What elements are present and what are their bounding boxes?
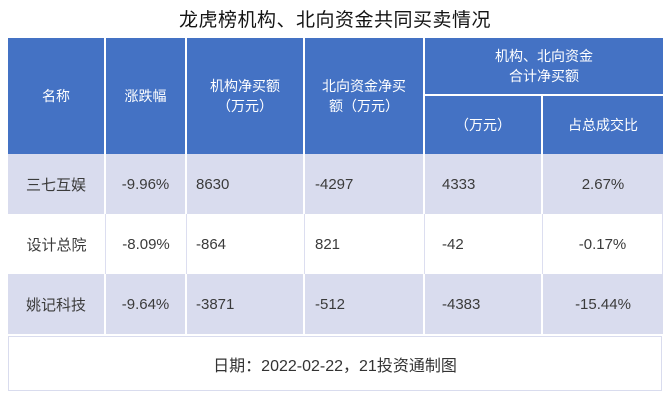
table-row: 姚记科技 -9.64% -3871 -512 -4383 -15.44% [8,274,663,334]
cell-change-pct: -9.96% [106,154,187,214]
col-header-combined-ratio: 占总成交比 [543,96,663,154]
cell-stock-name: 三七互娱 [8,154,106,214]
cell-north-net: -512 [305,274,425,334]
cell-inst-net: 8630 [187,154,305,214]
cell-change-pct: -8.09% [106,214,187,274]
table-body: 三七互娱 -9.96% 8630 -4297 4333 2.67% 设计总院 -… [8,154,663,334]
table-footer: 日期：2022-02-22，21投资通制图 [8,336,662,391]
date-caption: 日期：2022-02-22，21投资通制图 [213,357,457,375]
cell-change-pct: -9.64% [106,274,187,334]
cell-turnover-ratio: 2.67% [543,154,663,214]
cell-inst-net: -864 [187,214,305,274]
stock-table: 名称 涨跌幅 机构净买额 （万元） 北向资金净买 额（万元） 机构、北向资金 合… [8,38,663,334]
col-header-combined-group: 机构、北向资金 合计净买额 [425,38,663,96]
col-header-combined-amount: （万元） [425,96,543,154]
col-header-inst-net: 机构净买额 （万元） [187,38,305,154]
cell-stock-name: 设计总院 [8,214,106,274]
cell-inst-net: -3871 [187,274,305,334]
col-header-north-net: 北向资金净买 额（万元） [305,38,425,154]
cell-north-net: 821 [305,214,425,274]
cell-turnover-ratio: -15.44% [543,274,663,334]
cell-combined-net: -42 [425,214,543,274]
col-header-change: 涨跌幅 [106,38,187,154]
table-row: 设计总院 -8.09% -864 821 -42 -0.17% [8,214,663,274]
cell-combined-net: -4383 [425,274,543,334]
col-header-name: 名称 [8,38,106,154]
cell-stock-name: 姚记科技 [8,274,106,334]
page-title: 龙虎榜机构、北向资金共同买卖情况 [178,10,491,31]
table-row: 三七互娱 -9.96% 8630 -4297 4333 2.67% [8,154,663,214]
cell-turnover-ratio: -0.17% [543,214,663,274]
cell-north-net: -4297 [305,154,425,214]
table-header: 名称 涨跌幅 机构净买额 （万元） 北向资金净买 额（万元） 机构、北向资金 合… [8,38,663,154]
cell-combined-net: 4333 [425,154,543,214]
